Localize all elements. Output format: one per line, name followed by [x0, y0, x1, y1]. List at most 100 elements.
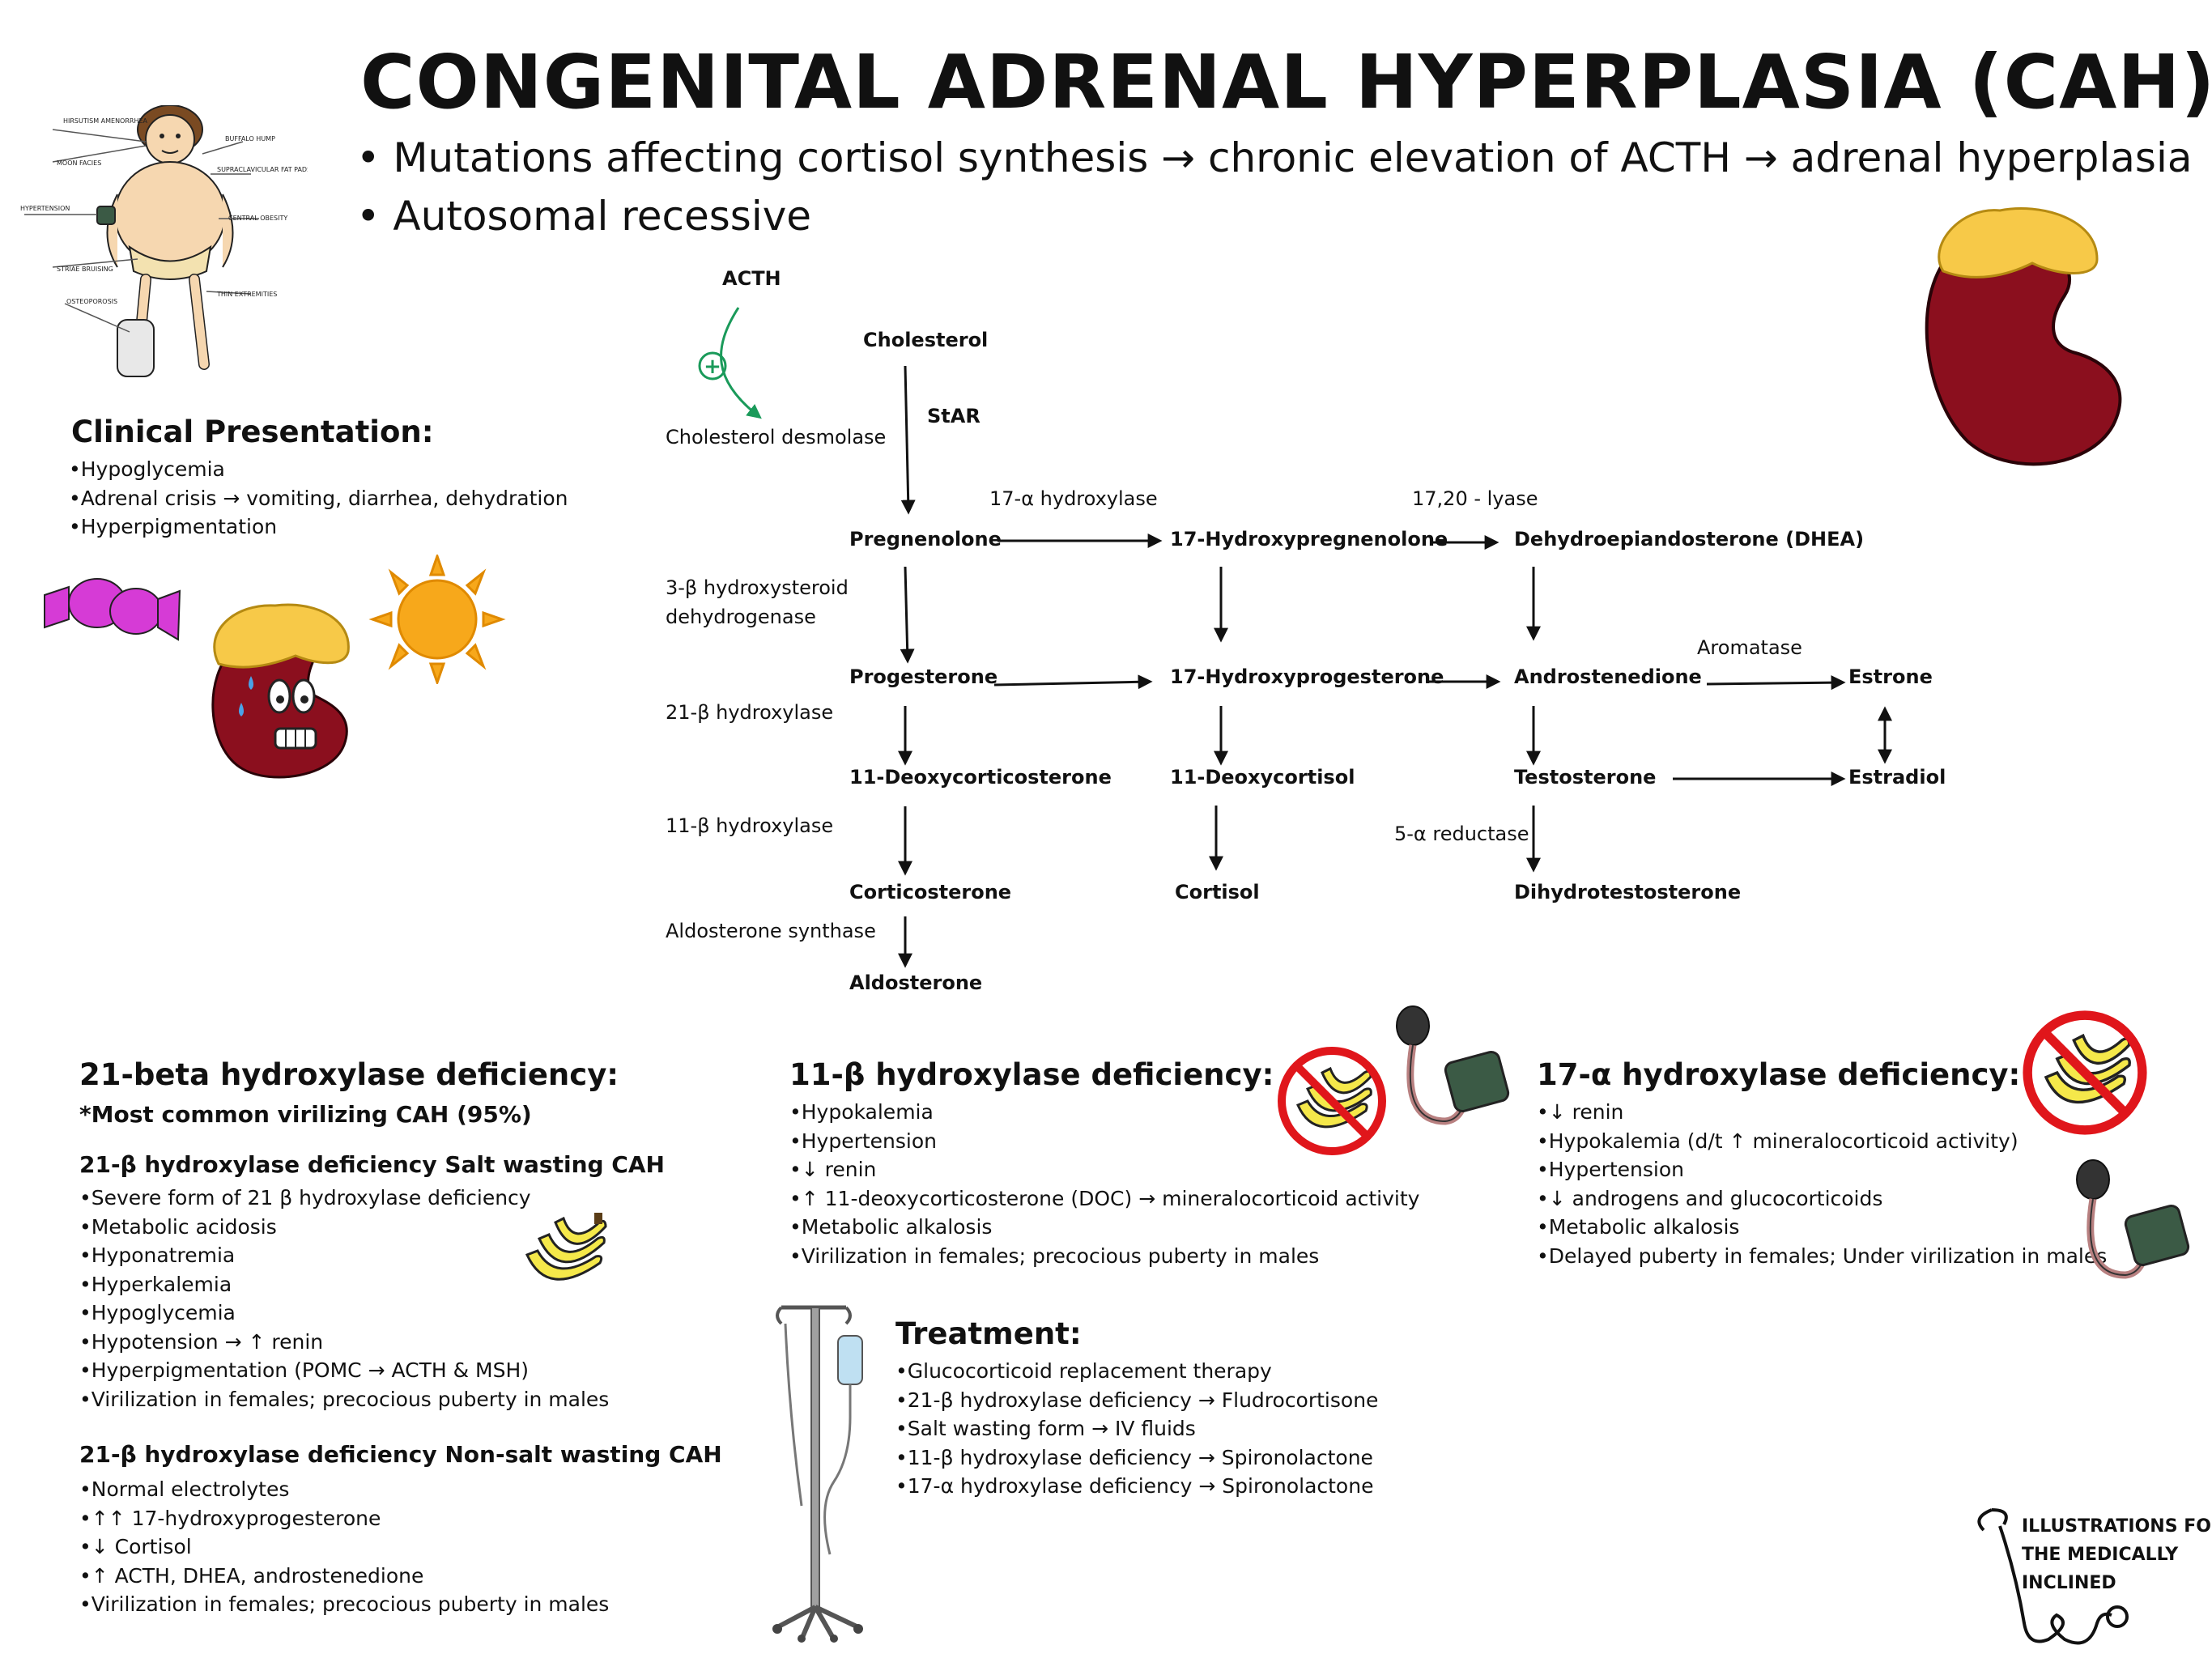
- arrow-pregnenolone-progesterone: [900, 566, 915, 664]
- figure-label: SUPRACLAVICULAR FAT PADS: [217, 166, 308, 173]
- enzyme-17a-hydroxylase: 17-α hydroxylase: [989, 487, 1158, 510]
- list-item: ↑↑ 17-hydroxyprogesterone: [79, 1504, 609, 1533]
- no-banana-icon: [2023, 1010, 2147, 1135]
- node-androstenedione: Androstenedione: [1514, 665, 1702, 688]
- enzyme-aromatase: Aromatase: [1697, 636, 1802, 659]
- def21-heading: 21-beta hydroxylase deficiency:: [79, 1057, 619, 1092]
- node-estradiol: Estradiol: [1848, 766, 1946, 789]
- list-item: Metabolic alkalosis: [789, 1213, 1419, 1242]
- candy-illustration: [44, 578, 181, 641]
- enzyme-3b-hsd-line1: 3-β hydroxysteroid: [666, 576, 849, 599]
- list-item: Hypoglycemia: [69, 455, 568, 484]
- banana-icon: [525, 1213, 607, 1281]
- list-item: Hypokalemia: [789, 1098, 1419, 1127]
- node-11-deoxycortisol: 11-Deoxycortisol: [1170, 766, 1355, 789]
- figure-label: MOON FACIES: [57, 159, 101, 167]
- list-item: Metabolic alkalosis: [1537, 1213, 2107, 1242]
- list-item: Hypokalemia (d/t ↑ mineralocorticoid act…: [1537, 1127, 2107, 1156]
- acth-stimulation-arrow: [720, 307, 762, 419]
- def11-list: Hypokalemia Hypertension ↓ renin ↑ 11-de…: [789, 1098, 1420, 1271]
- list-item: Hypertension: [789, 1127, 1419, 1156]
- list-item: Hyperpigmentation (POMC → ACTH & MSH): [79, 1356, 609, 1385]
- def21-note: *Most common virilizing CAH (95%): [79, 1101, 532, 1128]
- def21-nonsalt-list: Normal electrolytes ↑↑ 17-hydroxyprogest…: [79, 1475, 610, 1619]
- logo-line: ILLUSTRATIONS FOR: [2022, 1516, 2212, 1537]
- treatment-list: Glucocorticoid replacement therapy 21-β …: [895, 1357, 1379, 1501]
- list-item: ↓ renin: [1537, 1098, 2107, 1127]
- node-cholesterol: Cholesterol: [863, 329, 989, 351]
- def21-salt-list: Severe form of 21 β hydroxylase deficien…: [79, 1184, 610, 1414]
- node-estrone: Estrone: [1848, 665, 1933, 688]
- page-title: CONGENITAL ADRENAL HYPERPLASIA (CAH): [360, 39, 2212, 125]
- figure-label: HYPERTENSION: [20, 205, 70, 212]
- list-item: Glucocorticoid replacement therapy: [895, 1357, 1378, 1386]
- list-item: Normal electrolytes: [79, 1475, 609, 1504]
- list-item: 17-α hydroxylase deficiency → Spironolac…: [895, 1472, 1378, 1501]
- sweating-kidney-illustration: [211, 603, 350, 779]
- logo-line: THE MEDICALLY: [2022, 1545, 2179, 1565]
- list-item: ↓ androgens and glucocorticoids: [1537, 1184, 2107, 1214]
- treatment-heading: Treatment:: [895, 1316, 1082, 1351]
- list-item: Delayed puberty in females; Under virili…: [1537, 1242, 2108, 1271]
- arrow-androstenedione-estrone: [1706, 675, 1846, 691]
- list-item: ↑ ACTH, DHEA, androstenedione: [79, 1562, 609, 1591]
- node-pregnenolone: Pregnenolone: [849, 528, 1002, 551]
- list-item: Hypertension: [1537, 1155, 2107, 1184]
- figure-label: CENTRAL OBESITY: [228, 215, 287, 222]
- def21-salt-heading: 21-β hydroxylase deficiency Salt wasting…: [79, 1151, 665, 1178]
- def21-nonsalt-heading: 21-β hydroxylase deficiency Non-salt was…: [79, 1441, 722, 1468]
- node-dihydrotestosterone: Dihydrotestosterone: [1514, 881, 1742, 903]
- clinical-presentation-list: Hypoglycemia Adrenal crisis → vomiting, …: [69, 455, 568, 542]
- enzyme-aldosterone-synthase: Aldosterone synthase: [666, 920, 876, 942]
- enzyme-star: StAR: [927, 405, 981, 427]
- list-item: 11-β hydroxylase deficiency → Spironolac…: [895, 1443, 1378, 1473]
- plus-icon: [698, 351, 727, 380]
- logo-text: ILLUSTRATIONS FOR THE MEDICALLY INCLINED: [2022, 1512, 2212, 1597]
- node-17-hydroxyprogesterone: 17-Hydroxyprogesterone: [1170, 665, 1444, 688]
- list-item: Hyperpigmentation: [69, 512, 568, 542]
- list-item: ↑ 11-deoxycorticosterone (DOC) → mineral…: [789, 1184, 1420, 1214]
- sun-illustration: [368, 555, 506, 684]
- list-item: Virilization in females; precocious pube…: [79, 1385, 610, 1414]
- blood-pressure-cuff-icon: [1396, 1005, 1510, 1125]
- subtitle-line-2: • Autosomal recessive: [356, 193, 812, 240]
- subtitle-line-1: • Mutations affecting cortisol synthesis…: [356, 134, 2193, 181]
- arrow-progesterone-17ohprog: [993, 674, 1153, 690]
- list-item: Virilization in females; precocious pube…: [789, 1242, 1419, 1271]
- list-item: Salt wasting form → IV fluids: [895, 1414, 1378, 1443]
- def17-heading: 17-α hydroxylase deficiency:: [1537, 1057, 2021, 1092]
- node-acth: ACTH: [722, 267, 781, 290]
- enzyme-lyase: 17,20 - lyase: [1412, 487, 1538, 510]
- enzyme-5a-reductase: 5-α reductase: [1394, 823, 1529, 845]
- list-item: Metabolic acidosis: [79, 1213, 609, 1242]
- figure-label: STRIAE BRUISING: [57, 266, 113, 273]
- figure-label: BUFFALO HUMP: [225, 135, 275, 142]
- list-item: Hyponatremia: [79, 1241, 609, 1270]
- blood-pressure-cuff-icon: [2076, 1159, 2190, 1279]
- node-17-hydroxypregnenolone: 17-Hydroxypregnenolone: [1170, 528, 1448, 551]
- list-item: Virilization in females; precocious pube…: [79, 1590, 610, 1619]
- figure-label: HIRSUTISM AMENORRHEA: [63, 117, 148, 125]
- enzyme-11b-hydroxylase: 11-β hydroxylase: [666, 814, 834, 837]
- def11-heading: 11-β hydroxylase deficiency:: [789, 1057, 1274, 1092]
- list-item: Adrenal crisis → vomiting, diarrhea, deh…: [69, 484, 568, 513]
- logo-line: INCLINED: [2022, 1573, 2116, 1593]
- list-item: 21-β hydroxylase deficiency → Fludrocort…: [895, 1386, 1379, 1415]
- figure-label: THIN EXTREMITIES: [216, 291, 277, 298]
- enzyme-desmolase: Cholesterol desmolase: [666, 426, 887, 449]
- enzyme-21b-hydroxylase: 21-β hydroxylase: [666, 701, 834, 724]
- list-item: Hypotension → ↑ renin: [79, 1328, 609, 1357]
- node-11-deoxycorticosterone: 11-Deoxycorticosterone: [849, 766, 1112, 789]
- node-testosterone: Testosterone: [1514, 766, 1657, 789]
- node-corticosterone: Corticosterone: [849, 881, 1012, 903]
- def17-list: ↓ renin Hypokalemia (d/t ↑ mineralocorti…: [1537, 1098, 2108, 1271]
- arrow-cholesterol-pregnenolone: [900, 365, 916, 515]
- node-cortisol: Cortisol: [1175, 881, 1260, 903]
- kidney-adrenal-illustration: [1925, 207, 2122, 466]
- enzyme-3b-hsd-line2: dehydrogenase: [666, 606, 816, 628]
- no-banana-icon: [1278, 1047, 1386, 1155]
- iv-pole-illustration: [772, 1305, 863, 1643]
- node-dhea: Dehydroepiandosterone (DHEA): [1514, 528, 1865, 551]
- list-item: ↓ renin: [789, 1155, 1419, 1184]
